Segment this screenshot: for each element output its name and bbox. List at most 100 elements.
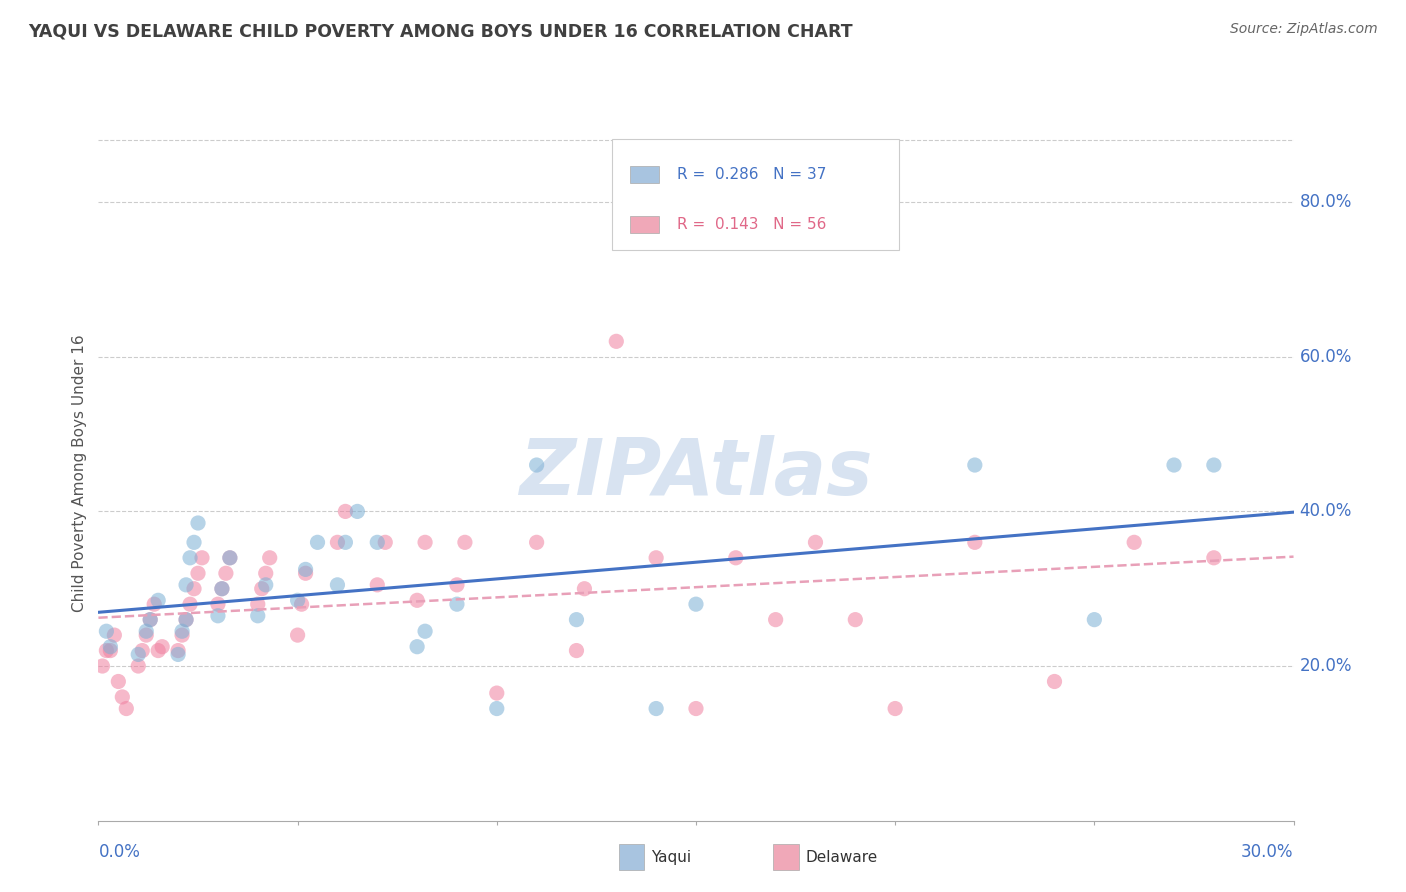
Point [574, 582, 596, 596]
Point [259, 550, 281, 565]
Point [187, 566, 209, 581]
Point [174, 578, 197, 592]
Point [207, 597, 229, 611]
Point [454, 535, 477, 549]
Text: ZIPAtlas: ZIPAtlas [519, 434, 873, 511]
Text: YAQUI VS DELAWARE CHILD POVERTY AMONG BOYS UNDER 16 CORRELATION CHART: YAQUI VS DELAWARE CHILD POVERTY AMONG BO… [28, 22, 853, 40]
Point [131, 643, 153, 657]
Point [254, 566, 277, 581]
Point [219, 550, 242, 565]
Point [294, 566, 316, 581]
Point [207, 608, 229, 623]
Text: Source: ZipAtlas.com: Source: ZipAtlas.com [1230, 22, 1378, 37]
Point [1163, 458, 1185, 472]
Point [172, 624, 194, 639]
Point [115, 701, 138, 715]
Point [446, 578, 468, 592]
Point [179, 550, 201, 565]
Point [135, 628, 157, 642]
Point [374, 535, 396, 549]
Point [150, 640, 173, 654]
Text: 20.0%: 20.0% [1299, 657, 1353, 675]
Point [326, 578, 349, 592]
Point [211, 582, 233, 596]
Y-axis label: Child Poverty Among Boys Under 16: Child Poverty Among Boys Under 16 [72, 334, 87, 612]
Point [526, 458, 548, 472]
Text: 0.0%: 0.0% [98, 843, 141, 861]
Point [294, 562, 316, 576]
Point [1043, 674, 1066, 689]
Point [254, 578, 277, 592]
Point [645, 550, 668, 565]
Point [1202, 550, 1225, 565]
Point [844, 613, 866, 627]
Point [884, 701, 907, 715]
Text: R =  0.286   N = 37: R = 0.286 N = 37 [676, 167, 825, 182]
Point [685, 597, 707, 611]
Text: 60.0%: 60.0% [1299, 348, 1353, 366]
Point [111, 690, 134, 704]
Bar [630, 216, 658, 234]
Point [135, 624, 157, 639]
Point [605, 334, 627, 349]
Point [685, 701, 707, 715]
Text: 30.0%: 30.0% [1241, 843, 1294, 861]
Point [148, 643, 170, 657]
Point [446, 597, 468, 611]
Point [139, 613, 162, 627]
Bar [630, 166, 658, 184]
Point [167, 643, 190, 657]
Point [98, 643, 122, 657]
Point [107, 674, 129, 689]
Point [413, 535, 436, 549]
Point [565, 643, 588, 657]
Point [174, 613, 197, 627]
Point [250, 582, 273, 596]
Point [287, 628, 309, 642]
Text: Delaware: Delaware [806, 849, 877, 864]
Point [211, 582, 233, 596]
Text: 40.0%: 40.0% [1299, 502, 1353, 520]
Point [96, 624, 118, 639]
Point [963, 458, 986, 472]
Point [191, 550, 214, 565]
Point [167, 648, 190, 662]
Point [804, 535, 827, 549]
Point [183, 582, 205, 596]
Point [127, 659, 149, 673]
Point [413, 624, 436, 639]
Point [1083, 613, 1105, 627]
Point [183, 535, 205, 549]
Point [485, 701, 508, 715]
Point [187, 516, 209, 530]
Point [565, 613, 588, 627]
Point [406, 593, 429, 607]
Point [98, 640, 122, 654]
Point [485, 686, 508, 700]
Point [366, 535, 388, 549]
Point [96, 643, 118, 657]
Point [526, 535, 548, 549]
Point [103, 628, 125, 642]
Point [127, 648, 149, 662]
Point [1202, 458, 1225, 472]
Point [406, 640, 429, 654]
Point [307, 535, 329, 549]
Point [335, 535, 357, 549]
Point [174, 613, 197, 627]
Point [246, 608, 269, 623]
Point [290, 597, 312, 611]
Point [91, 659, 114, 673]
Point [346, 504, 368, 518]
Point [366, 578, 388, 592]
Point [335, 504, 357, 518]
Point [724, 550, 747, 565]
Point [287, 593, 309, 607]
Point [326, 535, 349, 549]
Point [148, 593, 170, 607]
Point [963, 535, 986, 549]
Point [139, 613, 162, 627]
Text: Yaqui: Yaqui [651, 849, 692, 864]
Point [143, 597, 166, 611]
Bar [612, 139, 898, 250]
